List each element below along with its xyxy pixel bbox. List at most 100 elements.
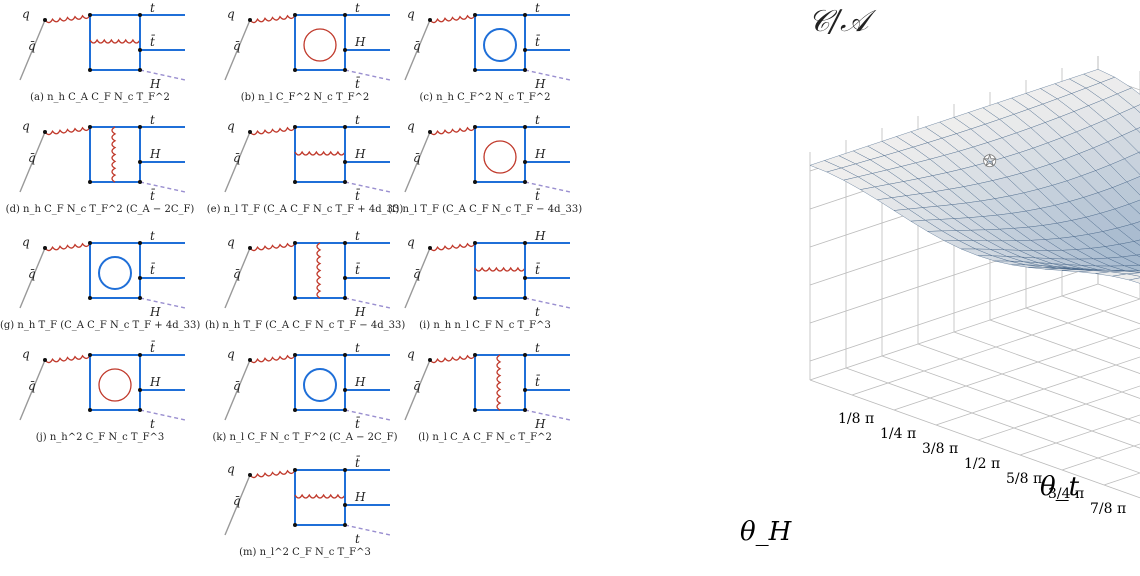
svg-text:q: q (227, 7, 235, 21)
diagram-caption: (i) n_h n_l C_F N_c T_F^3 (419, 320, 551, 331)
diagram-k-svg: q q̄ t Ht̄ (224, 341, 391, 430)
svg-text:t: t (355, 341, 360, 355)
svg-text:q: q (407, 347, 415, 361)
diagram-a: q q̄ t t̄ H (a) n_h C_A C_F N_c T_F^2 (0, 0, 200, 110)
svg-text:q̄: q̄ (233, 379, 241, 393)
diagram-b-svg: q q̄ t Ht̄ (224, 1, 391, 90)
svg-text:t̄: t̄ (150, 340, 156, 355)
svg-text:t: t (150, 417, 155, 430)
surface-cell (1133, 239, 1140, 246)
svg-text:t: t (355, 113, 360, 127)
svg-text:q̄: q̄ (28, 151, 36, 165)
svg-text:H: H (354, 35, 366, 49)
plot-title: 𝒞/𝒜 (808, 4, 869, 39)
svg-text:q̄: q̄ (28, 39, 36, 53)
diagram-j-svg: q q̄ t̄ Ht (19, 340, 186, 430)
svg-text:t: t (535, 1, 540, 15)
diagram-a-svg: q q̄ t t̄ H (19, 1, 186, 90)
diagram-caption: (j) n_h^2 C_F N_c T_F^3 (35, 432, 165, 443)
diagram-h-svg: q q̄ t t̄ H (224, 229, 391, 318)
svg-text:H: H (149, 147, 161, 161)
diagram-caption: (h) n_h T_F (C_A C_F N_c T_F − 4d_33) (205, 320, 406, 331)
svg-text:t: t (150, 1, 155, 15)
svg-text:q: q (22, 119, 30, 133)
x-tick-label: 1/4 π (880, 426, 916, 442)
diagram-h: q q̄ t t̄ H (h) n_h T_F (C_A C_F N_c T_F − 4d… (205, 228, 405, 338)
x-tick-label: 7/8 π (1090, 501, 1126, 517)
surface-plot-svg: ✪0−20−40−60−80−1001/8 π1/4 π3/8 π1/2 π5/… (740, 56, 1140, 547)
svg-text:q̄: q̄ (413, 267, 421, 281)
svg-text:q̄: q̄ (413, 151, 421, 165)
svg-text:H: H (354, 305, 366, 318)
diagram-g: q q̄ t t̄ H (g) n_h T_F (C_A C_F N_c T_F + 4d… (0, 228, 200, 338)
svg-text:t̄: t̄ (355, 455, 361, 470)
svg-text:q̄: q̄ (233, 39, 241, 53)
x-tick-label: 5/8 π (1006, 471, 1042, 487)
diagram-c-svg: q q̄ t t̄ H (404, 1, 571, 90)
diagram-d-svg: q q̄ t Ht̄ (19, 113, 186, 202)
svg-text:t: t (535, 305, 540, 318)
diagram-g-svg: q q̄ t t̄ H (19, 229, 186, 318)
svg-text:t̄: t̄ (535, 33, 541, 49)
diagram-m-svg: q q̄ t̄ Ht (224, 455, 391, 545)
svg-text:q̄: q̄ (413, 39, 421, 53)
svg-text:q̄: q̄ (413, 379, 421, 393)
svg-text:q: q (227, 347, 235, 361)
svg-text:q: q (22, 7, 30, 21)
surface-mesh (809, 69, 1140, 284)
svg-text:q̄: q̄ (233, 267, 241, 281)
diagram-i-svg: q q̄ Ht̄ t (404, 229, 571, 318)
diagram-f-svg: q q̄ t Ht̄ (404, 113, 571, 202)
surface-cell (1133, 104, 1140, 113)
x-tick-label: 3/8 π (922, 441, 958, 457)
y-axis-label: θ_t (1040, 472, 1080, 502)
svg-text:q: q (407, 235, 415, 249)
svg-text:q: q (22, 347, 30, 361)
svg-text:H: H (354, 147, 366, 161)
svg-text:H: H (354, 490, 366, 504)
surface-cell (1112, 273, 1140, 281)
svg-text:t: t (150, 229, 155, 243)
diagram-caption: (m) n_l^2 C_F N_c T_F^3 (239, 547, 371, 558)
svg-text:q̄: q̄ (233, 151, 241, 165)
x-tick-label: 1/8 π (838, 411, 874, 427)
svg-text:H: H (534, 229, 546, 243)
svg-text:t̄: t̄ (150, 261, 156, 277)
svg-text:t̄: t̄ (355, 415, 361, 430)
svg-text:t: t (355, 1, 360, 15)
x-tick-label: 1/2 π (964, 456, 1000, 472)
svg-text:q: q (22, 235, 30, 249)
surface-plot: 𝒞/𝒜 ✪0−20−40−60−80−1001/8 π1/4 π3/8 π1/2… (600, 0, 1140, 572)
surface-cell (1136, 127, 1140, 133)
diagram-caption: (d) n_h C_F N_c T_F^2 (C_A − 2C_F) (5, 204, 195, 215)
surface-cell (1131, 221, 1140, 232)
diagram-caption: (l) n_l C_A C_F N_c T_F^2 (418, 432, 552, 443)
x-tick-label: 3/4 π (1048, 486, 1084, 502)
diagram-caption: (k) n_l C_F N_c T_F^2 (C_A − 2C_F) (212, 432, 398, 443)
diagram-caption: (f) n_l T_F (C_A C_F N_c T_F − 4d_33) (387, 204, 583, 215)
surface-cell (1128, 199, 1140, 215)
svg-text:H: H (534, 147, 546, 161)
svg-text:t: t (355, 532, 360, 545)
diagram-e-svg: q q̄ t Ht̄ (224, 113, 391, 202)
svg-text:t̄: t̄ (535, 261, 541, 277)
svg-text:H: H (149, 375, 161, 389)
svg-text:t: t (535, 341, 540, 355)
svg-text:q̄: q̄ (28, 379, 36, 393)
svg-text:t̄: t̄ (355, 187, 361, 202)
svg-text:H: H (354, 375, 366, 389)
diagram-caption: (b) n_l C_F^2 N_c T_F^2 (240, 92, 370, 103)
surface-cell (1129, 277, 1140, 284)
svg-text:t̄: t̄ (150, 33, 156, 49)
svg-text:q: q (407, 7, 415, 21)
star-marker: ✪ (983, 152, 996, 171)
diagram-caption: (e) n_l T_F (C_A C_F N_c T_F + 4d_33) (206, 204, 404, 215)
svg-text:t̄: t̄ (150, 187, 156, 202)
